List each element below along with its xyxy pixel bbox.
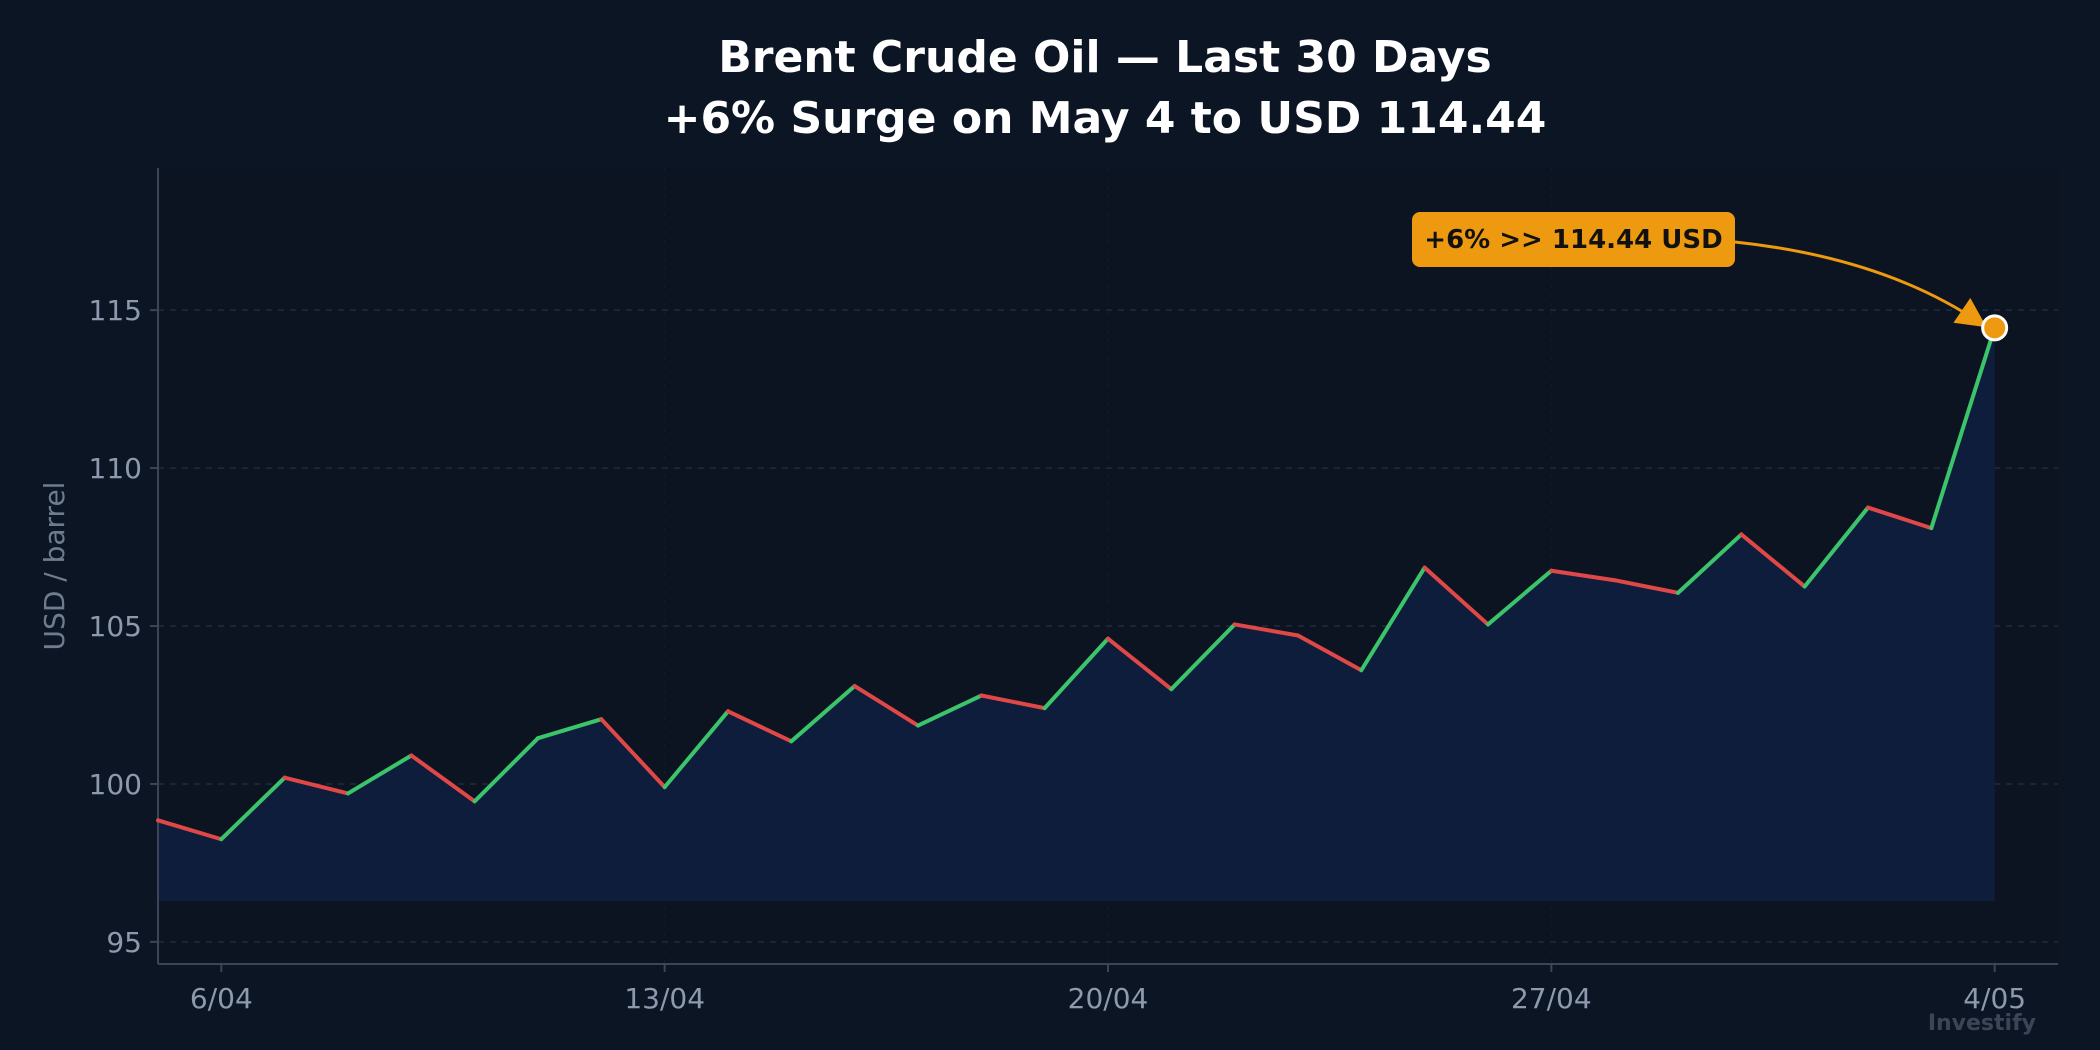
- x-tick-label: 27/04: [1511, 982, 1592, 1015]
- line-segment-up: [1802, 505, 1870, 589]
- x-tick-label: 13/04: [624, 982, 705, 1015]
- x-tick-label: 20/04: [1068, 982, 1149, 1015]
- price-line: [156, 325, 1997, 842]
- line-segment-down: [1422, 565, 1490, 627]
- line-segment-down: [1232, 622, 1300, 638]
- line-segment-up: [346, 753, 414, 796]
- line-segment-up: [472, 736, 540, 804]
- chart-title: Brent Crude Oil — Last 30 Days: [718, 32, 1491, 83]
- watermark: Investify: [1928, 1011, 2036, 1036]
- y-tick-label: 110: [89, 452, 142, 485]
- callout-box: [1412, 212, 1735, 267]
- y-tick-label: 115: [89, 294, 142, 327]
- line-segment-down: [156, 818, 224, 842]
- line-segment-up: [1359, 565, 1427, 673]
- line-segment-up: [1676, 532, 1744, 595]
- gridlines: [158, 168, 2058, 964]
- y-tick-label: 100: [89, 768, 142, 801]
- area-fill: [158, 327, 1995, 901]
- line-segment-down: [1866, 505, 1934, 531]
- line-segment-down: [852, 684, 920, 728]
- line-segment-down: [1296, 633, 1364, 673]
- annotation: +6% >> 114.44 USD: [1412, 212, 2009, 342]
- callout-arrow: [1734, 240, 1987, 328]
- line-segment-down: [599, 717, 667, 790]
- chart-subtitle: +6% Surge on May 4 to USD 114.44: [664, 93, 1547, 144]
- line-segment-down: [1612, 578, 1680, 595]
- line-segment-down: [979, 693, 1047, 711]
- line-segment-up: [916, 693, 984, 728]
- x-tick-label: 6/04: [190, 982, 253, 1015]
- line-segment-up: [789, 684, 857, 744]
- line-segment-up: [536, 717, 604, 741]
- x-tick-label: 4/05: [1963, 982, 2026, 1015]
- last-point-marker: [1981, 314, 2009, 342]
- callout-label: +6% >> 114.44 USD: [1424, 225, 1722, 255]
- line-segment-down: [1549, 568, 1617, 583]
- x-ticks: 6/04 13/04 20/04 27/04 4/05: [190, 964, 2026, 1015]
- line-segment-up: [1042, 636, 1110, 711]
- line-segment-down: [726, 709, 794, 744]
- line-segment-down: [1739, 532, 1807, 589]
- line-segment-up: [219, 775, 287, 842]
- y-ticks: 95 100 105 110 115: [89, 294, 158, 959]
- line-segment-down: [282, 775, 350, 796]
- y-tick-label: 105: [89, 610, 142, 643]
- line-segment-down: [1106, 636, 1174, 692]
- line-segment-up: [1929, 325, 1997, 531]
- line-segment-up: [1486, 568, 1554, 627]
- y-axis-label: USD / barrel: [38, 482, 71, 651]
- line-segment-down: [409, 753, 477, 804]
- line-segment-up: [662, 709, 730, 790]
- y-tick-label: 95: [106, 926, 142, 959]
- area-fill-layer: [158, 327, 1995, 901]
- line-segment-up: [1169, 622, 1237, 692]
